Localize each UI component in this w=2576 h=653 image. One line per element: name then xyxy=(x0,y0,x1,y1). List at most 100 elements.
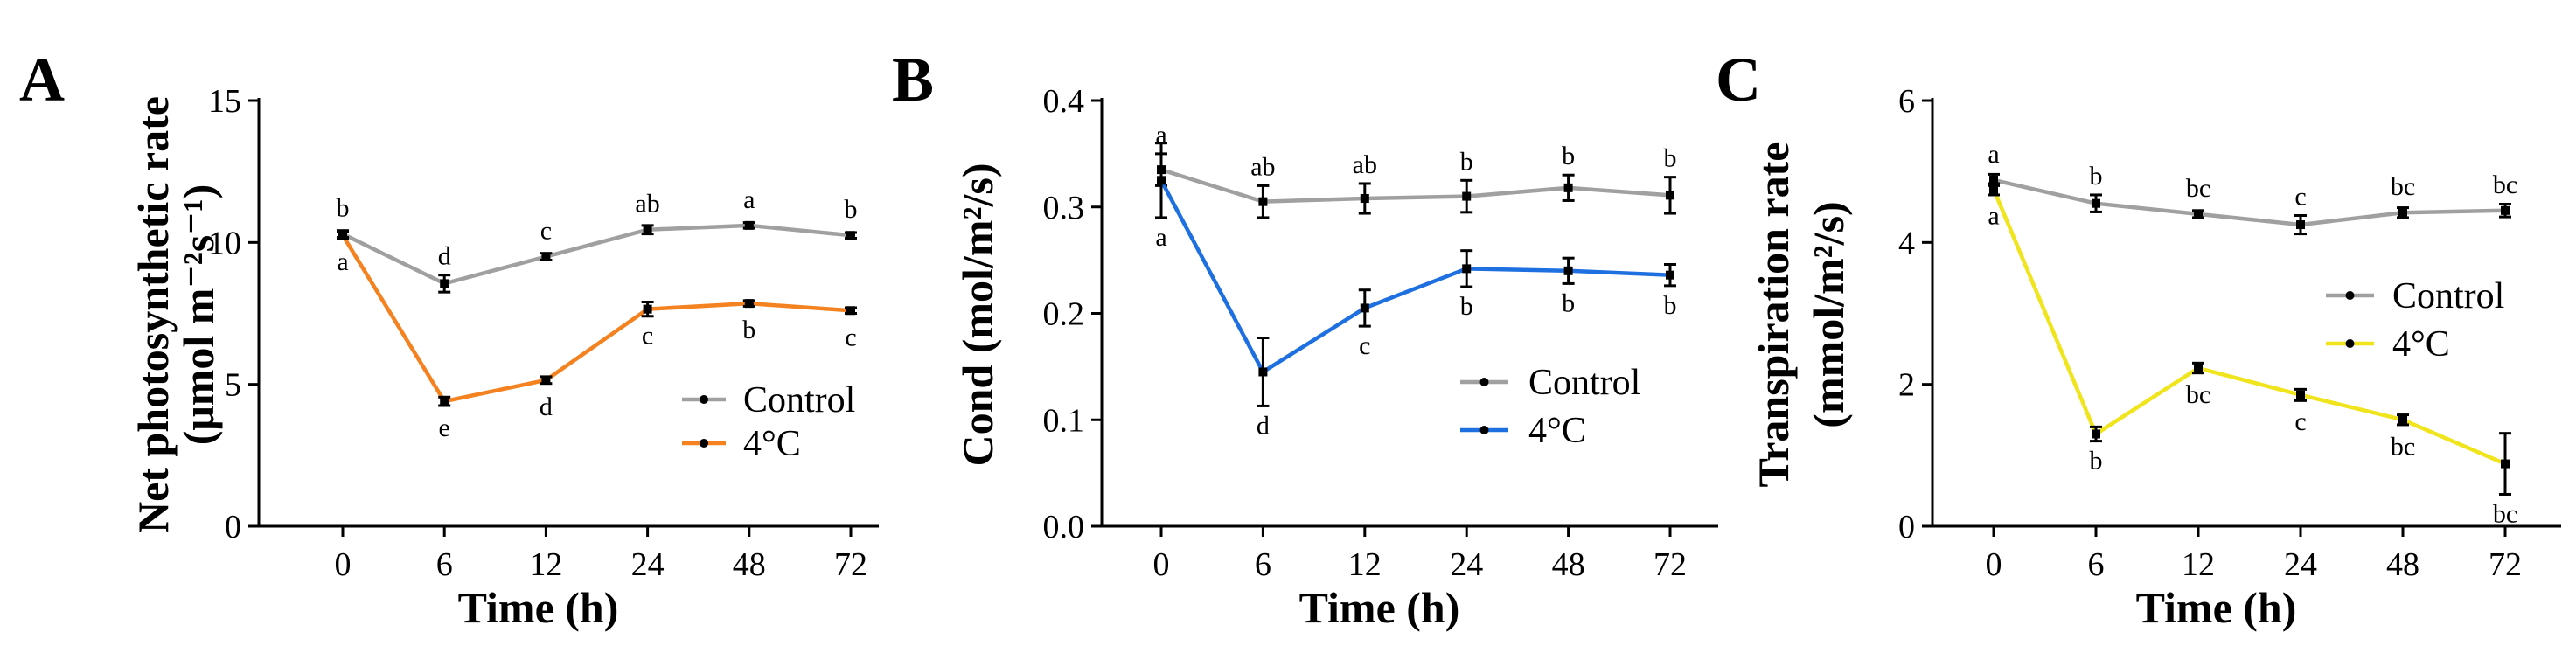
significance-label: a xyxy=(1988,140,1999,169)
data-point xyxy=(2398,208,2407,218)
x-tick-label: 48 xyxy=(733,546,766,583)
significance-label: b xyxy=(1562,288,1575,317)
data-point xyxy=(1666,270,1674,280)
data-point xyxy=(2296,390,2305,399)
data-point xyxy=(1462,191,1472,201)
y-tick-label: 5 xyxy=(225,367,241,404)
significance-label: bc xyxy=(2493,170,2517,199)
significance-label: a xyxy=(1155,223,1166,252)
significance-label: b xyxy=(1664,291,1677,320)
significance-label: a xyxy=(743,185,755,214)
x-tick-label: 24 xyxy=(631,546,665,583)
significance-label: b xyxy=(1562,142,1575,170)
significance-label: bc xyxy=(2186,380,2210,409)
significance-label: bc xyxy=(2186,174,2210,203)
significance-label: c xyxy=(642,322,653,351)
data-point xyxy=(1666,191,1674,200)
significance-label: a xyxy=(1988,201,1999,230)
y-tick-label: 15 xyxy=(208,83,241,120)
x-tick-label: 24 xyxy=(2284,546,2317,583)
significance-label: ab xyxy=(635,190,659,219)
series-line-control xyxy=(342,223,852,286)
data-point xyxy=(2501,459,2510,469)
x-tick-label: 0 xyxy=(1986,546,2002,583)
data-point xyxy=(1563,266,1573,275)
x-tick-label: 24 xyxy=(1450,546,1483,583)
y-tick-label: 2 xyxy=(1898,367,1915,404)
significance-label: c xyxy=(2294,182,2306,211)
series-line-control xyxy=(1993,177,2506,227)
data-point xyxy=(2194,363,2203,372)
x-tick-label: 72 xyxy=(834,546,867,583)
y-tick-label: 0.4 xyxy=(1043,83,1085,120)
series-line-4c xyxy=(341,234,852,404)
significance-label: b xyxy=(337,194,350,223)
series-line-4c xyxy=(1991,188,2506,466)
x-tick-label: 6 xyxy=(2088,546,2105,583)
legend-marker xyxy=(700,439,708,448)
data-point xyxy=(2194,209,2203,219)
y-axis-title: (mmol/m²/s) xyxy=(1804,201,1853,427)
significance-label: b xyxy=(2090,162,2103,191)
x-tick-label: 6 xyxy=(1255,546,1271,583)
data-point xyxy=(2296,220,2305,230)
legend-label-control: Control xyxy=(2392,276,2504,316)
data-point xyxy=(643,225,652,234)
data-point xyxy=(1157,176,1166,185)
legend-label-control: Control xyxy=(743,380,855,420)
x-tick-label: 72 xyxy=(2489,546,2522,583)
panel-label: C xyxy=(1716,45,1761,115)
significance-label: c xyxy=(540,217,552,246)
significance-label: d xyxy=(438,242,451,271)
significance-label: b xyxy=(2090,447,2103,476)
data-point xyxy=(1360,194,1369,204)
x-tick-label: 6 xyxy=(436,546,453,583)
data-point xyxy=(1360,303,1369,313)
y-tick-label: 0.3 xyxy=(1043,190,1085,226)
x-tick-label: 48 xyxy=(1552,546,1585,583)
data-point xyxy=(2092,429,2100,439)
data-point xyxy=(744,220,754,230)
series-line-control xyxy=(1160,167,1671,204)
x-axis-title: Time (h) xyxy=(458,583,619,632)
y-tick-label: 0 xyxy=(225,509,241,545)
x-tick-label: 12 xyxy=(2182,546,2215,583)
legend-marker xyxy=(2345,291,2355,300)
significance-label: b xyxy=(1664,144,1677,173)
legend-marker xyxy=(1479,378,1489,386)
legend-label-4c: 4°C xyxy=(743,424,801,464)
data-point xyxy=(1563,183,1573,192)
significance-label: c xyxy=(1359,331,1370,360)
x-axis-title: Time (h) xyxy=(2136,583,2297,632)
significance-label: ab xyxy=(1353,150,1377,179)
significance-label: bc xyxy=(2391,432,2415,461)
data-point xyxy=(541,252,551,261)
significance-label: d xyxy=(1257,411,1270,440)
data-point xyxy=(1258,197,1268,206)
data-point xyxy=(541,375,551,385)
data-point xyxy=(2501,205,2510,215)
significance-label: c xyxy=(2294,407,2306,436)
y-axis-title: Net photosynthetic rate xyxy=(129,96,178,533)
panel-label: B xyxy=(892,45,934,115)
y-tick-label: 0.2 xyxy=(1043,296,1085,333)
y-tick-label: 0.0 xyxy=(1043,509,1085,545)
x-axis-title: Time (h) xyxy=(1299,583,1460,632)
significance-label: b xyxy=(1460,147,1473,176)
data-point xyxy=(846,231,855,240)
significance-label: a xyxy=(337,247,348,276)
panel-label: A xyxy=(19,45,65,115)
legend-marker xyxy=(700,395,708,404)
data-point xyxy=(744,299,754,309)
data-point xyxy=(2092,198,2100,208)
significance-label: bc xyxy=(2493,499,2517,528)
y-axis-title: Cond (mol/m²/s) xyxy=(953,163,1002,467)
significance-label: b xyxy=(1460,292,1473,321)
x-tick-label: 0 xyxy=(335,546,352,583)
data-point xyxy=(846,306,855,316)
